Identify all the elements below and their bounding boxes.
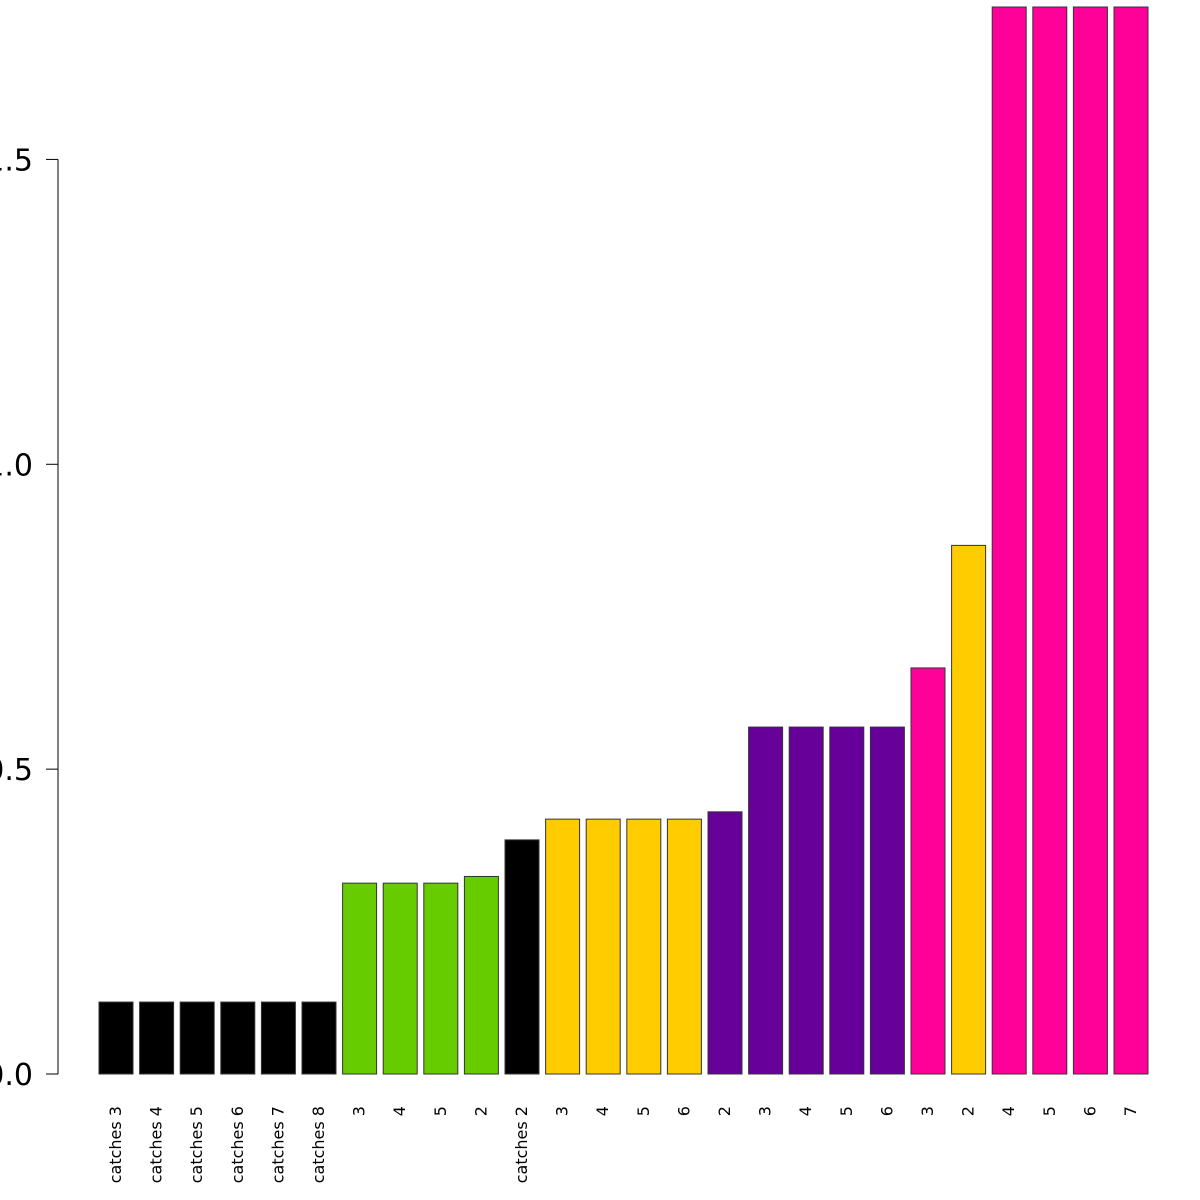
- x-tick-label: 5: [1040, 1106, 1059, 1116]
- bar: [869, 726, 905, 1075]
- x-tick-label: catches 7: [268, 1106, 287, 1183]
- bar: [301, 1001, 337, 1075]
- bar: [463, 875, 499, 1075]
- x-tick-label: 4: [593, 1106, 612, 1116]
- bar: [991, 6, 1027, 1075]
- x-tick-label: 2: [715, 1106, 734, 1116]
- bar: [98, 1001, 134, 1075]
- bar: [342, 882, 378, 1075]
- bar: [382, 882, 418, 1075]
- x-tick-label: catches 8: [309, 1106, 328, 1183]
- x-tick-label: 3: [918, 1106, 937, 1116]
- bar: [788, 726, 824, 1075]
- bar: [707, 811, 743, 1075]
- x-tick-label: 5: [634, 1106, 653, 1116]
- x-tick-label: 6: [877, 1106, 896, 1116]
- x-tick-label: catches 5: [187, 1106, 206, 1183]
- x-tick-label: 5: [431, 1106, 450, 1116]
- bar: [829, 726, 865, 1075]
- x-tick-label: 3: [553, 1106, 572, 1116]
- x-tick-label: 3: [350, 1106, 369, 1116]
- bar: [1113, 6, 1149, 1075]
- x-tick-label: 2: [959, 1106, 978, 1116]
- bars: [98, 6, 1149, 1075]
- y-tick-label: 0.5: [0, 753, 33, 788]
- bar: [1032, 6, 1068, 1075]
- x-tick-label: 4: [390, 1106, 409, 1116]
- bar: [504, 839, 540, 1075]
- x-tick-label: catches 4: [147, 1106, 166, 1183]
- y-axis: 0.0 0.5 1.0 1.5: [0, 143, 59, 1093]
- bar: [179, 1001, 215, 1075]
- x-tick-label: catches 6: [228, 1106, 247, 1183]
- bar: [626, 818, 662, 1075]
- x-tick-label: catches 2: [512, 1106, 531, 1183]
- y-tick-label: 0.0: [0, 1058, 33, 1093]
- x-tick-label: 7: [1121, 1106, 1140, 1116]
- y-tick-label: 1.0: [0, 448, 33, 483]
- x-tick-label: 4: [999, 1106, 1018, 1116]
- bar: [1072, 6, 1108, 1075]
- x-tick-label: catches 3: [106, 1106, 125, 1183]
- bar: [139, 1001, 175, 1075]
- bar: [423, 882, 459, 1075]
- x-axis-labels: catches 3 catches 4 catches 5 catches 6 catc…: [106, 1106, 1140, 1183]
- bar: [545, 818, 581, 1075]
- x-tick-label: 5: [837, 1106, 856, 1116]
- bar: [585, 818, 621, 1075]
- bar: [260, 1001, 296, 1075]
- bar: [666, 818, 702, 1075]
- bar: [951, 544, 987, 1075]
- bar: [220, 1001, 256, 1075]
- bar: [748, 726, 784, 1075]
- x-tick-label: 6: [1080, 1106, 1099, 1116]
- bar: [910, 667, 946, 1075]
- x-tick-label: 6: [674, 1106, 693, 1116]
- y-tick-label: 1.5: [0, 143, 33, 178]
- x-tick-label: 4: [796, 1106, 815, 1116]
- x-tick-label: 2: [471, 1106, 490, 1116]
- x-tick-label: 3: [756, 1106, 775, 1116]
